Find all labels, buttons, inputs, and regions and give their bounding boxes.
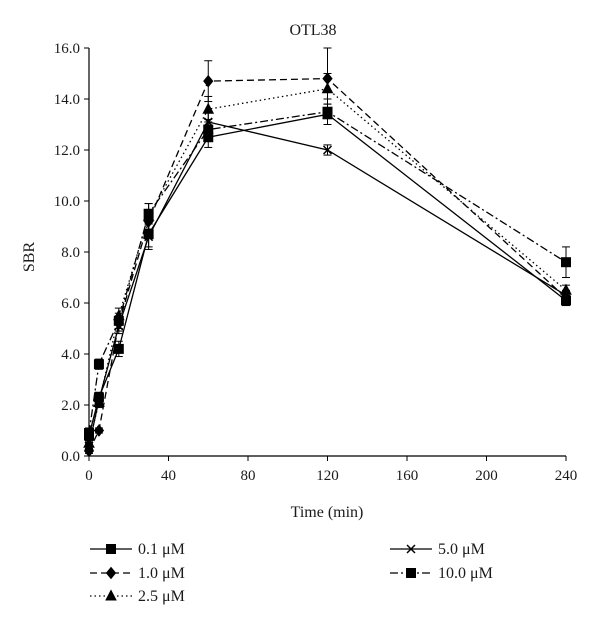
data-point: [321, 82, 334, 94]
x-tick-label: 120: [316, 468, 339, 484]
data-point: [144, 232, 154, 242]
legend-item: 2.5 μM: [90, 588, 185, 605]
y-tick-label: 8.0: [61, 245, 80, 261]
series-line: [88, 121, 567, 446]
data-point: [143, 208, 154, 219]
y-tick-label: 12.0: [54, 143, 80, 159]
data-point: [93, 424, 105, 437]
series-5: [84, 98, 571, 439]
y-tick-label: 10.0: [54, 194, 80, 210]
data-point: [561, 257, 571, 268]
x-tick-label: 200: [475, 468, 498, 484]
legend-marker: [106, 544, 116, 554]
legend: 0.1 μM 1.0 μM 2.5 μM 5.0 μM 10.0 μM: [90, 541, 493, 605]
legend-marker: [406, 568, 416, 578]
legend-label: 5.0 μM: [438, 541, 485, 558]
data-point: [203, 124, 214, 135]
chart-title: OTL38: [289, 22, 336, 39]
y-tick-label: 0.0: [61, 449, 80, 465]
x-tick-label: 0: [85, 468, 93, 484]
y-tick-label: 16.0: [54, 41, 80, 57]
y-tick-label: 4.0: [61, 347, 80, 363]
legend-label: 0.1 μM: [138, 541, 185, 558]
data-point: [113, 343, 124, 354]
data-point: [84, 428, 94, 439]
legend-item: 10.0 μM: [390, 565, 493, 582]
x-tick-label: 80: [241, 468, 256, 484]
x-axis-title: Time (min): [291, 504, 364, 521]
series-line: [88, 77, 567, 452]
legend-label: 10.0 μM: [438, 565, 493, 582]
series-line: [88, 111, 567, 434]
y-axis-title: SBR: [21, 242, 38, 273]
data-point: [322, 106, 333, 117]
axes: 0.0 2.0 4.0 6.0 8.0 10.0 12.0 14.0 16.0 0 40 80 120 1…: [54, 41, 578, 484]
legend-item: 0.1 μM: [90, 541, 185, 558]
data-point: [561, 290, 571, 300]
legend-marker: [406, 544, 416, 554]
data-point: [84, 441, 94, 451]
legend-marker: [105, 589, 117, 601]
legend-marker: [105, 566, 117, 580]
y-tick-label: 6.0: [61, 296, 80, 312]
data-point: [93, 359, 104, 370]
legend-item: 5.0 μM: [390, 541, 485, 558]
data-point: [203, 74, 214, 88]
data-point: [94, 395, 104, 405]
data-point: [113, 315, 124, 326]
y-tick-label: 14.0: [54, 92, 80, 108]
x-tick-label: 240: [555, 468, 578, 484]
legend-label: 1.0 μM: [138, 565, 185, 582]
legend-item: 1.0 μM: [90, 565, 185, 582]
x-tick-label: 40: [161, 468, 176, 484]
data-point: [322, 145, 333, 155]
legend-label: 2.5 μM: [138, 588, 185, 605]
y-tick-label: 2.0: [61, 398, 80, 414]
series-4: [84, 111, 571, 451]
series-3: [83, 73, 572, 448]
series-line: [88, 113, 567, 436]
plot-area: [83, 47, 572, 458]
x-tick-label: 160: [396, 468, 419, 484]
series-line: [88, 88, 567, 444]
